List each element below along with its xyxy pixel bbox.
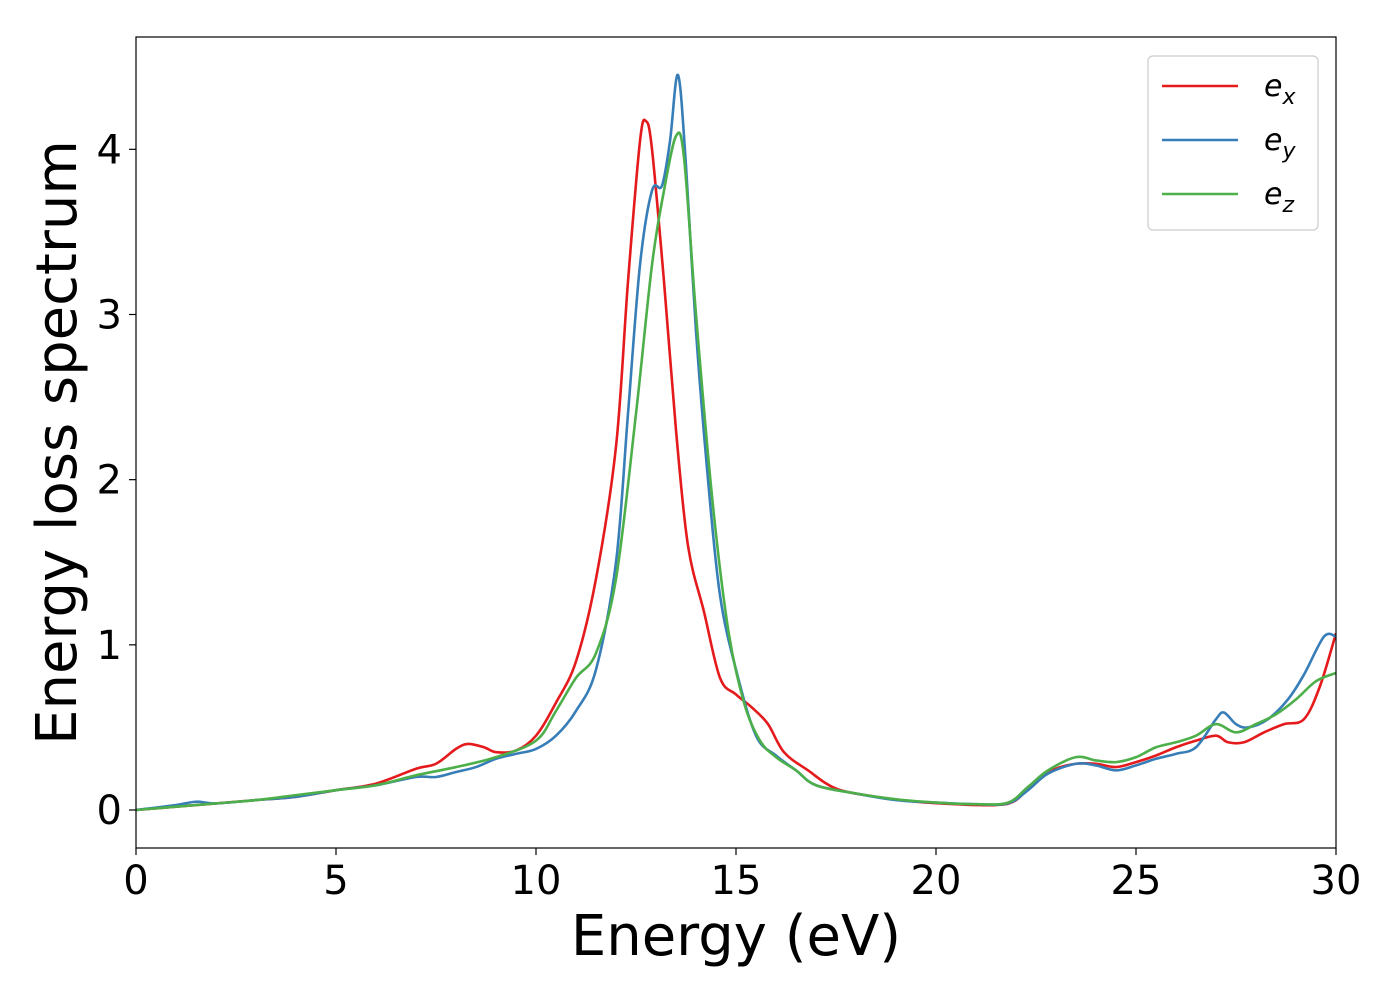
y-tick-label: 2 bbox=[97, 458, 122, 504]
y-tick-label: 3 bbox=[97, 292, 122, 338]
plot-lines bbox=[136, 73, 1336, 812]
x-tick-label: 0 bbox=[123, 858, 148, 904]
series-line-ex bbox=[136, 118, 1336, 812]
series-line-ey bbox=[136, 73, 1336, 812]
x-tick-label: 20 bbox=[911, 858, 962, 904]
series-line-ez bbox=[136, 131, 1336, 812]
legend: ex ey ez bbox=[1147, 55, 1319, 231]
x-tick-label: 5 bbox=[323, 858, 348, 904]
y-axis-label: Energy loss spectrum bbox=[25, 140, 90, 745]
x-tick-label: 25 bbox=[1111, 858, 1162, 904]
legend-entry-label: ez bbox=[1264, 177, 1294, 218]
legend-box bbox=[1147, 55, 1319, 231]
x-axis-label: Energy (eV) bbox=[571, 904, 901, 969]
x-tick-label: 15 bbox=[711, 858, 762, 904]
x-axis: 0 5 10 15 20 25 30 bbox=[123, 848, 1361, 904]
legend-entry-label: ey bbox=[1264, 123, 1296, 164]
y-tick-label: 0 bbox=[97, 788, 122, 834]
y-tick-label: 4 bbox=[97, 127, 122, 173]
x-tick-label: 30 bbox=[1311, 858, 1362, 904]
legend-entry-label: ex bbox=[1264, 69, 1296, 110]
y-axis: 0 1 2 3 4 bbox=[97, 127, 136, 834]
x-tick-label: 10 bbox=[511, 858, 562, 904]
y-tick-label: 1 bbox=[97, 623, 122, 669]
